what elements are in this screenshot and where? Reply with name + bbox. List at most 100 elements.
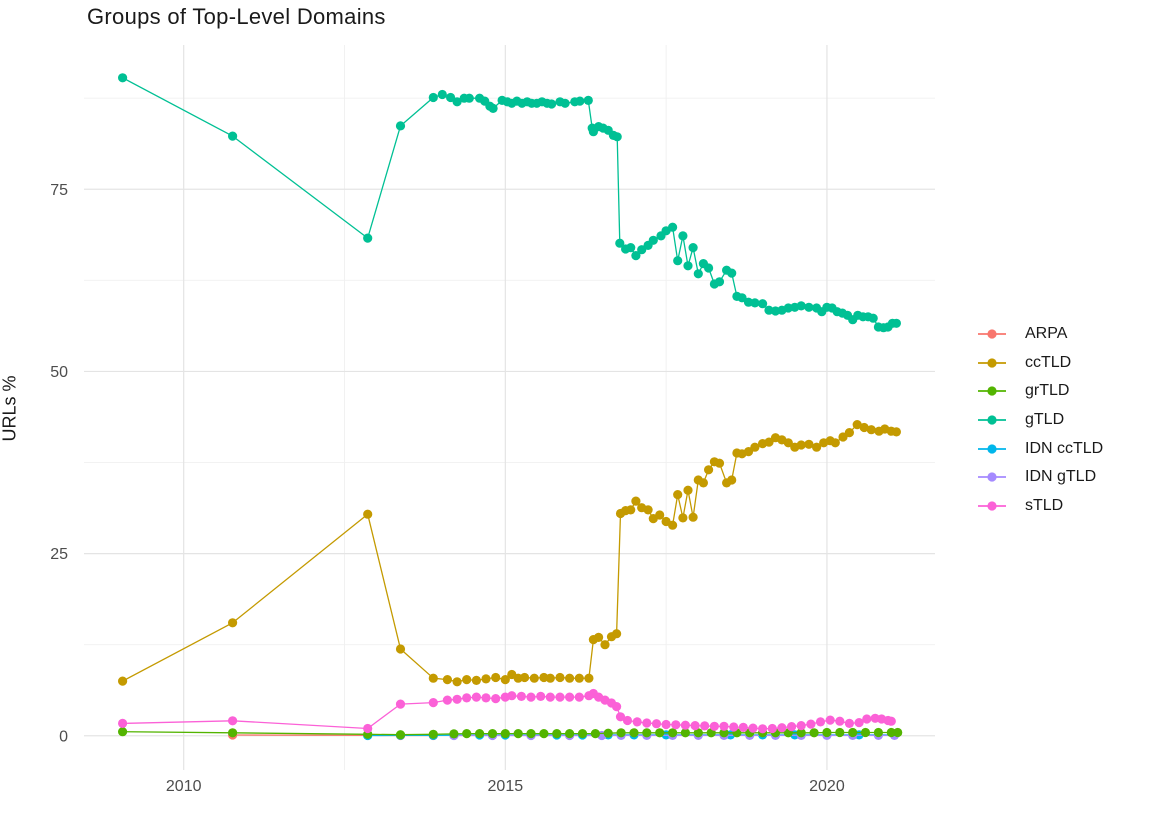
data-point <box>787 722 797 732</box>
legend-item-idn-cctld: IDN ccTLD <box>977 434 1103 463</box>
data-point <box>714 458 725 468</box>
chart-title: Groups of Top-Level Domains <box>87 4 386 29</box>
data-point <box>626 505 636 515</box>
data-point <box>690 721 700 731</box>
data-point <box>673 256 683 266</box>
data-point <box>764 437 774 447</box>
data-point <box>783 438 793 448</box>
data-point <box>228 618 238 628</box>
data-point <box>767 723 777 734</box>
data-point <box>629 728 639 738</box>
data-point <box>507 691 517 701</box>
data-point <box>603 728 613 738</box>
data-point <box>643 505 653 515</box>
legend-item-cctld: ccTLD <box>977 349 1103 378</box>
data-point <box>118 676 128 686</box>
data-point <box>648 235 658 245</box>
data-point <box>854 718 864 728</box>
data-point <box>442 695 452 705</box>
data-point <box>594 632 604 643</box>
data-point <box>622 715 633 726</box>
legend-label: ARPA <box>1025 325 1068 343</box>
data-point <box>462 729 472 739</box>
data-point <box>848 727 858 738</box>
series-cctld <box>118 420 902 687</box>
data-point <box>655 728 665 738</box>
data-point <box>516 691 527 702</box>
data-point <box>758 724 768 734</box>
data-point <box>590 729 601 739</box>
data-point <box>777 723 787 733</box>
data-point <box>886 727 896 738</box>
legend-key-icon <box>978 358 1006 368</box>
data-point <box>852 420 862 430</box>
data-point <box>428 698 438 708</box>
data-point <box>395 121 406 131</box>
data-point <box>500 729 510 739</box>
data-point <box>452 694 462 704</box>
data-point <box>565 692 575 702</box>
data-point <box>698 478 709 488</box>
x-tick-label: 2020 <box>809 778 845 795</box>
data-point <box>738 722 748 733</box>
series-gtld <box>118 73 902 333</box>
series-stld <box>118 688 896 734</box>
data-point <box>475 729 485 739</box>
legend-key-icon <box>978 472 1006 482</box>
data-point <box>529 673 539 683</box>
data-point <box>488 103 498 113</box>
data-point <box>727 268 737 278</box>
data-point <box>796 440 806 450</box>
data-point <box>704 263 714 273</box>
data-point <box>693 269 703 279</box>
legend-item-arpa: ARPA <box>977 320 1103 349</box>
data-point <box>719 721 729 731</box>
legend-key-icon <box>978 415 1006 425</box>
data-point <box>395 644 406 654</box>
data-point <box>574 673 584 683</box>
data-point <box>729 722 739 732</box>
data-point <box>487 729 498 739</box>
data-point <box>812 442 822 452</box>
data-point <box>565 729 575 739</box>
legend-label: ccTLD <box>1025 353 1072 371</box>
data-point <box>737 293 747 303</box>
data-point <box>481 693 491 703</box>
data-point <box>825 715 835 725</box>
data-point <box>668 222 678 232</box>
data-point <box>680 728 691 738</box>
data-point <box>428 92 438 103</box>
data-point <box>560 98 570 108</box>
legend-label: IDN ccTLD <box>1025 439 1104 457</box>
data-point <box>642 728 652 738</box>
data-point <box>552 729 562 739</box>
data-point <box>491 694 501 704</box>
data-point <box>363 233 373 243</box>
data-point <box>809 728 819 738</box>
data-point <box>673 490 683 500</box>
data-point <box>118 727 128 737</box>
data-point <box>700 721 710 731</box>
data-point <box>428 673 438 683</box>
data-point <box>678 231 688 241</box>
x-tick-label: 2015 <box>488 778 524 795</box>
data-point <box>631 251 641 261</box>
data-point <box>835 716 845 726</box>
data-point <box>583 95 593 105</box>
data-point <box>539 729 549 739</box>
legend-item-grtld: grTLD <box>977 377 1103 406</box>
data-point <box>743 447 754 457</box>
data-point <box>683 261 693 271</box>
gridlines <box>84 45 935 770</box>
data-point <box>719 728 729 738</box>
data-point <box>612 702 622 712</box>
data-point <box>714 277 725 287</box>
data-point <box>873 727 884 738</box>
data-point <box>688 243 698 253</box>
data-point <box>891 427 902 437</box>
data-point <box>748 723 758 733</box>
data-point <box>615 238 625 248</box>
data-point <box>545 673 555 683</box>
data-point <box>655 510 665 520</box>
